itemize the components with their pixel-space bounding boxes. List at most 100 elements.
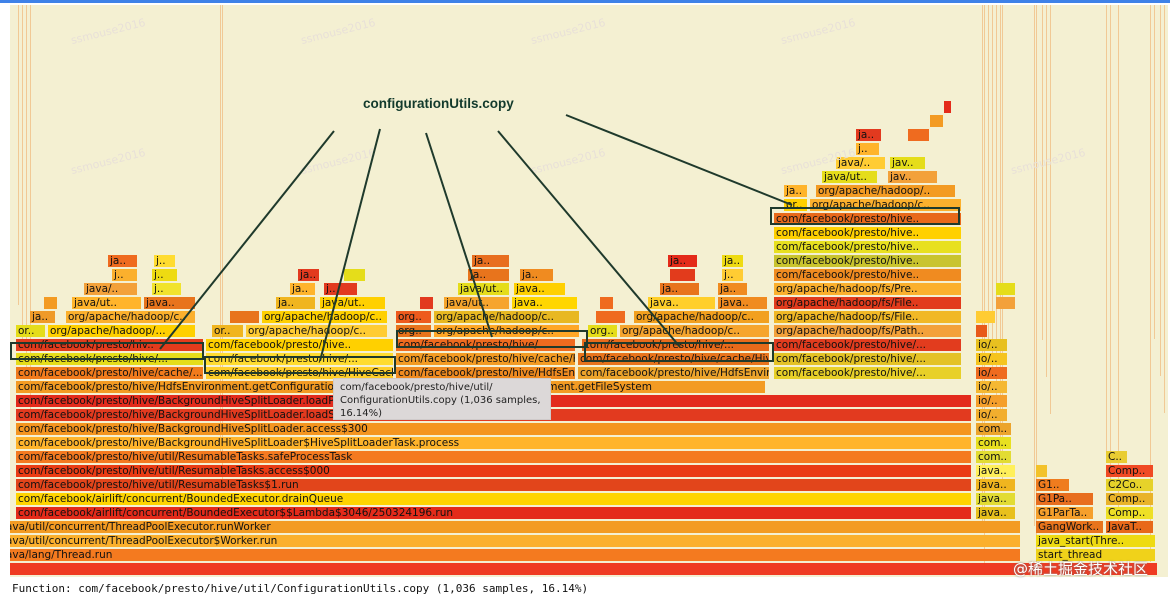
flame-frame[interactable]: j.. — [154, 255, 176, 267]
flame-frame[interactable]: com/facebook/presto/hive/cache/... — [16, 367, 204, 379]
flame-frame[interactable]: org.. — [396, 311, 432, 323]
flame-frame[interactable]: com/facebook/presto/hive/BackgroundHiveS… — [16, 423, 972, 435]
flame-frame[interactable]: com.. — [976, 423, 1012, 435]
flame-frame[interactable]: java/ut.. — [444, 297, 510, 309]
flame-frame[interactable]: com/facebook/presto/hive/cache/HiveCachi… — [396, 353, 576, 365]
flame-frame[interactable]: C.. — [1106, 451, 1128, 463]
flame-frame[interactable]: G1Pa.. — [1036, 493, 1094, 505]
flame-frame[interactable]: com/facebook/presto/hive.. — [774, 255, 962, 267]
flame-frame[interactable] — [670, 269, 696, 281]
flame-frame[interactable]: com/facebook/presto/hive.. — [206, 339, 394, 351]
flame-frame[interactable] — [976, 311, 996, 323]
flame-frame[interactable]: or.. — [212, 325, 244, 337]
flame-frame[interactable]: org/apache/hadoop/fs/File.. — [774, 311, 962, 323]
flame-frame[interactable] — [908, 129, 930, 141]
flame-frame[interactable]: java/util/concurrent/ThreadPoolExecutor$… — [10, 535, 1021, 547]
flame-frame[interactable]: com.. — [976, 451, 1012, 463]
flame-frame[interactable] — [10, 563, 1158, 575]
flame-frame[interactable]: com/facebook/presto/hive/HdfsEnvironment… — [396, 367, 576, 379]
flame-frame[interactable]: java/ut.. — [822, 171, 878, 183]
flame-frame[interactable]: java/ut.. — [458, 283, 510, 295]
flame-frame[interactable]: org/apache/hadoop/.. — [816, 185, 956, 197]
flame-frame[interactable]: com/facebook/presto/hive/util/ResumableT… — [16, 479, 972, 491]
flame-frame[interactable]: ja.. — [520, 269, 554, 281]
flame-frame[interactable]: java/.. — [84, 283, 138, 295]
flame-frame[interactable]: java.. — [514, 283, 566, 295]
flame-frame[interactable]: io/.. — [976, 381, 1008, 393]
flame-frame[interactable] — [996, 297, 1016, 309]
flame-frame[interactable]: com/facebook/presto/hive/BackgroundHiveS… — [16, 437, 972, 449]
flame-frame[interactable]: ja.. — [290, 283, 316, 295]
flame-frame[interactable]: ja.. — [276, 297, 316, 309]
flame-frame[interactable]: java/.. — [836, 157, 886, 169]
flame-frame[interactable]: j.. — [112, 269, 138, 281]
flame-frame[interactable]: org/apache/hadoop/c.. — [634, 311, 770, 323]
flame-frame[interactable] — [976, 325, 988, 337]
flame-frame[interactable]: JavaT.. — [1106, 521, 1154, 533]
flame-frame[interactable]: java.. — [976, 493, 1016, 505]
flame-frame[interactable]: ja.. — [660, 283, 700, 295]
flame-frame[interactable]: java.. — [648, 297, 716, 309]
flame-frame[interactable]: com/facebook/airlift/concurrent/BoundedE… — [16, 493, 972, 505]
flame-frame[interactable]: com/facebook/presto/hive/util/ResumableT… — [16, 451, 972, 463]
flame-frame[interactable]: org/apache/hadoop/c.. — [262, 311, 388, 323]
flame-frame[interactable]: com/facebook/presto/hive/HdfsEnvironment… — [578, 367, 770, 379]
flame-frame[interactable]: java/lang/Thread.run — [10, 549, 1021, 561]
flame-frame[interactable]: org/apache/hadoop/fs/File.. — [774, 297, 962, 309]
flame-frame[interactable]: ja.. — [722, 255, 744, 267]
flame-frame[interactable]: Comp.. — [1106, 507, 1154, 519]
flame-frame[interactable]: com.. — [976, 437, 1012, 449]
flame-frame[interactable]: G1.. — [1036, 479, 1070, 491]
flame-frame[interactable]: start_thread — [1036, 549, 1156, 561]
flame-frame[interactable]: org.. — [588, 325, 618, 337]
flame-frame[interactable]: ja.. — [30, 311, 56, 323]
flame-frame[interactable] — [230, 311, 260, 323]
flame-frame[interactable]: com/facebook/presto/hive/... — [774, 353, 962, 365]
flame-frame[interactable]: java.. — [976, 479, 1016, 491]
flame-frame[interactable]: java.. — [512, 297, 578, 309]
flame-frame[interactable]: ja.. — [718, 283, 748, 295]
flame-frame[interactable]: or.. — [16, 325, 46, 337]
flame-frame[interactable]: io/.. — [976, 395, 1008, 407]
flame-frame[interactable]: com/facebook/presto/hive/util/ResumableT… — [16, 465, 972, 477]
flame-frame[interactable]: java.. — [976, 465, 1016, 477]
flame-frame[interactable]: com/facebook/presto/hive/cache/HiveCachi… — [578, 353, 770, 365]
flame-frame[interactable]: ja.. — [298, 269, 320, 281]
flame-frame[interactable]: GangWork.. — [1036, 521, 1104, 533]
flame-frame[interactable]: j.. — [722, 269, 744, 281]
flame-frame[interactable]: java/util/concurrent/ThreadPoolExecutor.… — [10, 521, 1021, 533]
flame-frame[interactable] — [944, 101, 952, 113]
flame-frame[interactable]: jav.. — [890, 157, 926, 169]
flame-frame[interactable]: org/apache/hadoop/... — [48, 325, 196, 337]
flame-frame[interactable]: j.. — [856, 143, 880, 155]
flame-frame[interactable]: jav.. — [888, 171, 938, 183]
flame-frame[interactable]: ja.. — [784, 185, 808, 197]
flame-frame[interactable]: Comp.. — [1106, 493, 1154, 505]
flame-frame[interactable]: org/apache/hadoop/c.. — [246, 325, 388, 337]
flame-frame[interactable]: j.. — [152, 283, 182, 295]
flame-frame[interactable]: java_start(Thre.. — [1036, 535, 1156, 547]
flame-frame[interactable]: io/.. — [976, 353, 1008, 365]
flame-frame[interactable]: com/facebook/presto/hive/... — [396, 339, 576, 351]
flame-frame[interactable]: com/facebook/presto/hive.. — [774, 227, 962, 239]
flame-frame[interactable] — [996, 283, 1016, 295]
flame-frame[interactable]: j.. — [152, 269, 178, 281]
flame-frame[interactable]: ja.. — [472, 255, 510, 267]
flame-frame[interactable]: G1ParTa.. — [1036, 507, 1094, 519]
flame-frame[interactable]: ja.. — [668, 255, 698, 267]
flame-frame[interactable]: io/.. — [976, 409, 1008, 421]
flame-frame[interactable]: com/facebook/presto/hive/... — [774, 339, 962, 351]
flame-frame[interactable]: io/.. — [976, 339, 1008, 351]
flame-frame[interactable]: com/facebook/presto/hive/... — [774, 367, 962, 379]
flame-frame[interactable]: Comp.. — [1106, 465, 1154, 477]
flame-frame[interactable] — [420, 297, 434, 309]
flame-frame[interactable]: org/apache/hadoop/fs/Path.. — [774, 325, 962, 337]
flame-frame[interactable]: org/apache/hadoop/c.. — [66, 311, 196, 323]
flame-frame[interactable]: java.. — [144, 297, 196, 309]
flame-frame[interactable]: java.. — [718, 297, 768, 309]
flame-frame[interactable]: io/.. — [976, 367, 1008, 379]
flame-frame[interactable] — [44, 297, 58, 309]
flame-frame[interactable]: ja.. — [856, 129, 882, 141]
flame-frame[interactable]: java.. — [976, 507, 1016, 519]
flame-frame[interactable]: java/ut.. — [72, 297, 142, 309]
